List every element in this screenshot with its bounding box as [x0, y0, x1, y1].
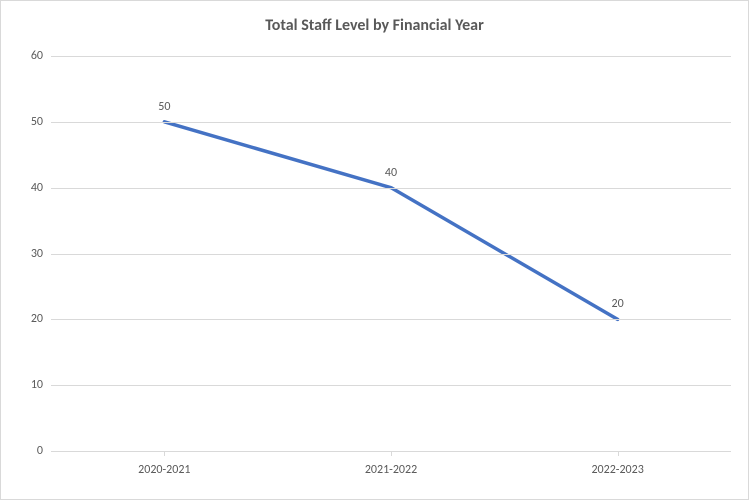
line-chart: Total Staff Level by Financial Year 0 10 2… [0, 0, 749, 500]
x-tick-mark [391, 451, 392, 456]
plot-area: 01020304050602020-20212021-20222022-2023… [51, 56, 731, 451]
data-label: 20 [612, 297, 624, 311]
y-tick-label: 50 [31, 115, 43, 129]
y-tick-label: 40 [31, 181, 43, 195]
gridline [51, 122, 731, 123]
x-tick-mark [164, 451, 165, 456]
data-label: 40 [385, 166, 397, 180]
data-line [164, 122, 617, 320]
y-tick-label: 30 [31, 247, 43, 261]
chart-title: Total Staff Level by Financial Year [1, 16, 748, 35]
y-tick-label: 20 [31, 312, 43, 326]
x-tick-mark [618, 451, 619, 456]
x-tick-label: 2020-2021 [138, 463, 190, 477]
gridline [51, 254, 731, 255]
y-tick-label: 0 [37, 444, 43, 458]
gridline [51, 56, 731, 57]
y-tick-label: 60 [31, 49, 43, 63]
gridline [51, 319, 731, 320]
x-tick-label: 2022-2023 [591, 463, 643, 477]
gridline [51, 385, 731, 386]
x-tick-label: 2021-2022 [365, 463, 417, 477]
data-label: 50 [158, 100, 170, 114]
y-tick-label: 10 [31, 378, 43, 392]
gridline [51, 188, 731, 189]
